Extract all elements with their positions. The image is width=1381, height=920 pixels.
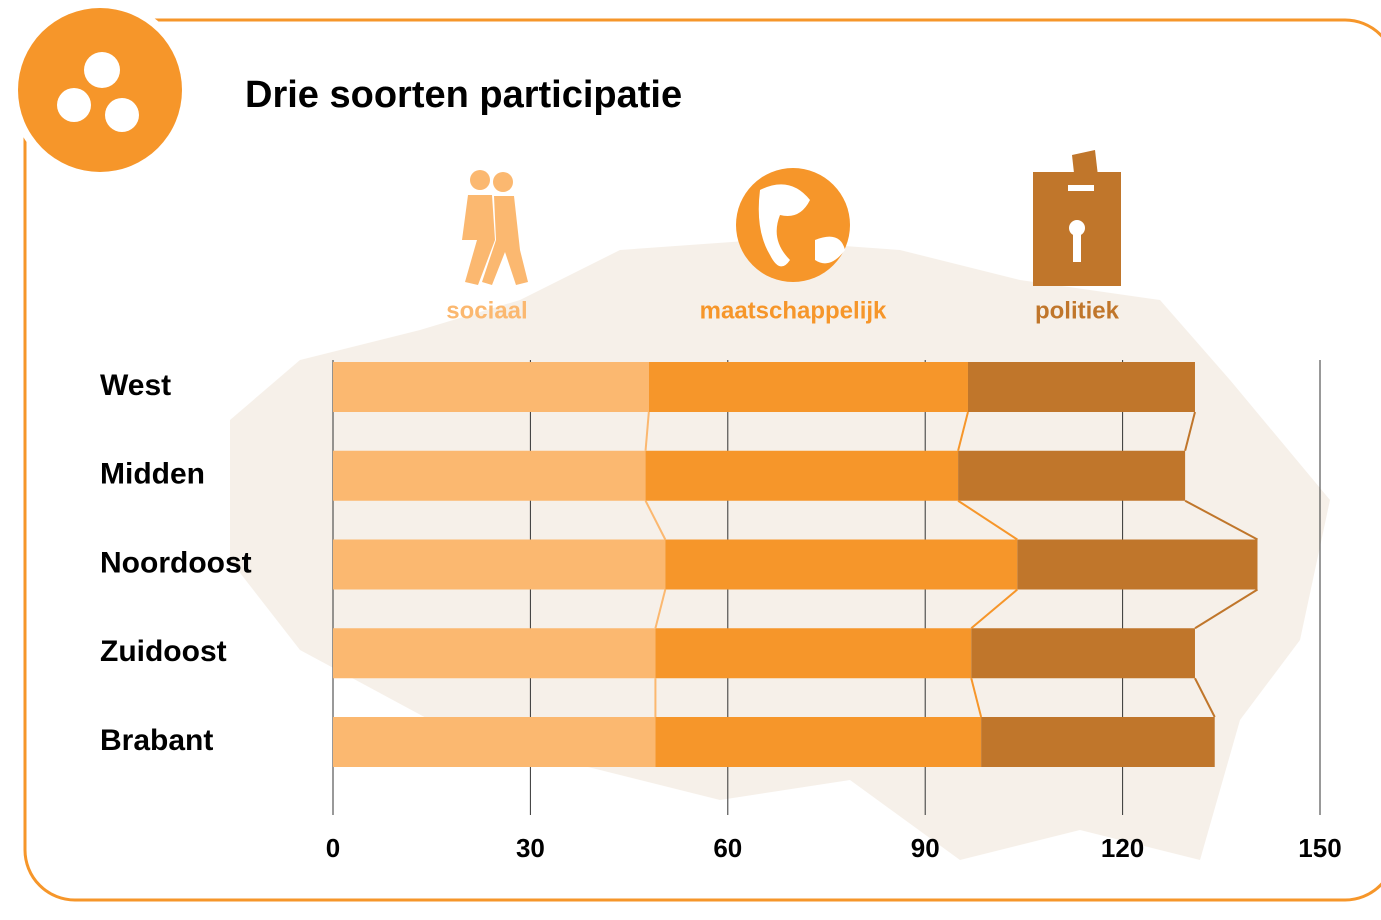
bar-segment <box>981 717 1215 767</box>
icon-maatschappelijk <box>736 168 850 282</box>
x-tick-label: 150 <box>1298 833 1341 863</box>
y-tick-label: West <box>100 369 171 402</box>
connector <box>1184 499 1258 541</box>
bar-segment <box>665 539 1018 590</box>
x-tick-label: 120 <box>1101 833 1144 863</box>
x-tick-label: 90 <box>911 833 940 863</box>
y-tick-label: Zuidoost <box>100 635 227 668</box>
bar-segment <box>333 717 656 767</box>
icon-sociaal <box>462 170 528 285</box>
connector <box>957 499 1018 541</box>
bar-segment <box>971 628 1195 679</box>
connector <box>654 589 667 629</box>
connector <box>1194 588 1259 630</box>
connector <box>957 411 969 451</box>
y-tick-label: Noordoost <box>100 546 252 579</box>
bar-segment <box>967 362 1195 412</box>
connector <box>970 678 983 718</box>
legend-label: politiek <box>1035 297 1120 324</box>
bar-segment <box>645 450 959 501</box>
bar-segment <box>958 450 1186 501</box>
bar-segment <box>333 362 649 412</box>
icon-politiek <box>1033 150 1121 286</box>
connector <box>644 500 667 540</box>
connector <box>970 588 1018 630</box>
chart-title: Drie soorten participatie <box>245 74 682 116</box>
bar-segment <box>333 450 646 501</box>
bar-segment <box>648 362 968 412</box>
bar-segment <box>655 628 972 679</box>
bar-segment <box>333 539 666 590</box>
y-tick-label: Midden <box>100 458 205 491</box>
badge-icon <box>57 52 139 132</box>
bar-segment <box>333 628 656 679</box>
y-tick-label: Brabant <box>100 724 213 757</box>
connector <box>1194 677 1216 718</box>
badge <box>18 8 182 172</box>
connector <box>644 411 650 451</box>
x-tick-label: 60 <box>713 833 742 863</box>
connector <box>1184 411 1196 451</box>
bar-segment <box>1017 539 1258 590</box>
legend-label: sociaal <box>446 297 527 324</box>
bar-segment <box>655 717 982 767</box>
legend-label: maatschappelijk <box>700 297 887 324</box>
x-tick-label: 0 <box>326 833 340 863</box>
x-tick-label: 30 <box>516 833 545 863</box>
